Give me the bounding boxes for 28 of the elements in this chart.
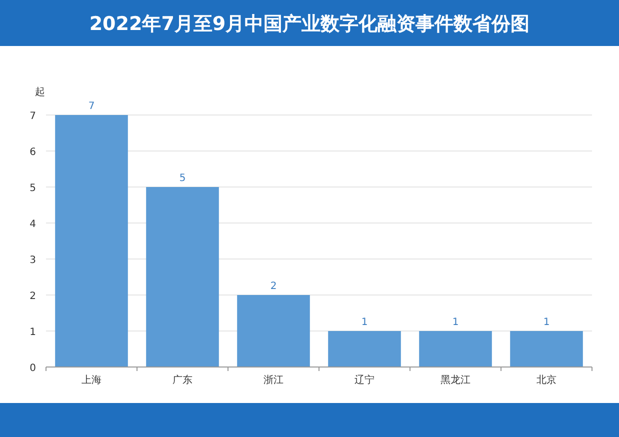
bar	[419, 331, 492, 367]
bar	[510, 331, 583, 367]
data-label: 1	[361, 317, 368, 328]
x-tick-label: 上海	[82, 374, 102, 386]
bar	[55, 115, 128, 367]
y-tick-label: 3	[30, 255, 36, 266]
y-tick-label: 1	[30, 327, 36, 338]
x-tick-label: 浙江	[264, 374, 284, 386]
data-label: 7	[88, 101, 95, 112]
data-label: 1	[543, 317, 550, 328]
bar	[146, 187, 219, 367]
x-tick-label: 辽宁	[354, 374, 374, 386]
chart-title: 2022年7月至9月中国产业数字化融资事件数省份图	[89, 13, 530, 35]
x-tick-label: 广东	[172, 374, 192, 386]
y-tick-label: 7	[30, 111, 36, 122]
y-tick-label: 5	[30, 183, 36, 194]
data-label: 5	[179, 173, 186, 184]
y-tick-label: 4	[30, 219, 36, 230]
data-label: 1	[452, 317, 459, 328]
y-axis-title: 起	[35, 86, 45, 98]
y-tick-label: 2	[30, 291, 36, 302]
data-label: 2	[270, 281, 277, 292]
bar	[237, 295, 310, 367]
x-tick-label: 北京	[536, 374, 556, 386]
bar	[328, 331, 401, 367]
y-tick-label: 0	[30, 363, 36, 374]
y-tick-label: 6	[30, 147, 36, 158]
x-tick-label: 黑龙江	[440, 374, 470, 386]
